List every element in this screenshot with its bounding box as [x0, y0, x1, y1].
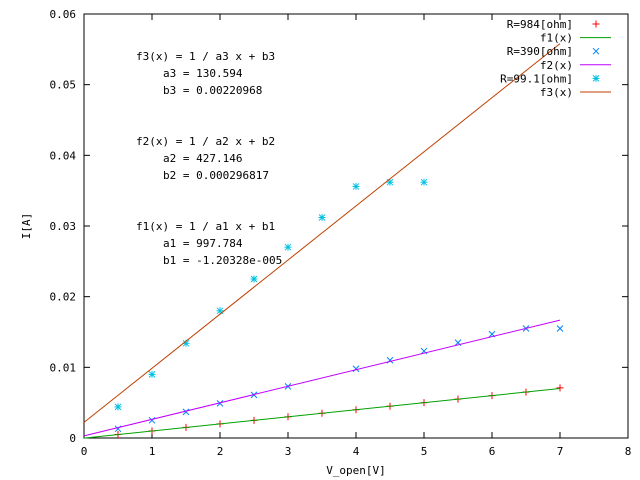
y-tick-label: 0.04 — [50, 149, 77, 162]
x-tick-label: 6 — [489, 445, 496, 458]
data-point-stroke — [216, 307, 224, 315]
fit-param-a: a3 = 130.594 — [163, 67, 243, 80]
data-point-stroke — [182, 408, 190, 416]
legend-label: R=99.1[ohm] — [500, 72, 573, 85]
fit-equation: f3(x) = 1 / a3 x + b3 — [136, 50, 275, 63]
data-point-stroke — [352, 183, 360, 190]
data-point-stroke — [556, 325, 564, 332]
data-point-stroke — [216, 400, 224, 407]
data-point-stroke — [148, 416, 156, 424]
data-point — [420, 178, 428, 186]
y-tick-label: 0.01 — [50, 361, 77, 374]
fit-param-b: b1 = -1.20328e-005 — [163, 254, 282, 267]
data-point-stroke — [182, 339, 190, 347]
data-point — [148, 416, 156, 424]
data-point-stroke — [454, 339, 462, 346]
data-point — [114, 403, 122, 411]
x-tick-label: 1 — [149, 445, 156, 458]
legend-label: R=984[ohm] — [507, 18, 573, 31]
y-tick-label: 0.05 — [50, 79, 77, 92]
fit-equation: f1(x) = 1 / a1 x + b1 — [136, 220, 275, 233]
data-point-stroke — [386, 178, 394, 186]
fit-line — [83, 43, 561, 423]
x-tick-label: 5 — [421, 445, 428, 458]
legend-marker — [592, 74, 600, 82]
legend: R=984[ohm]f1(x)R=390[ohm]f2(x)R=99.1[ohm… — [500, 18, 611, 99]
fit-line — [83, 319, 561, 437]
legend-label: f3(x) — [540, 86, 573, 99]
series-5 — [83, 43, 561, 423]
x-tick-label: 3 — [285, 445, 292, 458]
y-tick-label: 0.03 — [50, 220, 77, 233]
x-tick-label: 0 — [81, 445, 88, 458]
legend-marker-stroke — [592, 75, 600, 82]
y-tick-label: 0.06 — [50, 8, 77, 21]
series-2 — [114, 325, 564, 433]
data-point — [250, 275, 258, 283]
data-point — [556, 325, 564, 332]
series-1 — [83, 388, 561, 439]
data-point — [352, 365, 360, 373]
y-tick-label: 0.02 — [50, 291, 77, 304]
y-axis-label: I[A] — [20, 213, 33, 240]
data-point-stroke — [114, 403, 122, 411]
data-point-stroke — [318, 214, 326, 221]
fit-param-a: a2 = 427.146 — [163, 152, 242, 165]
fit-param-b: b3 = 0.00220968 — [163, 84, 262, 97]
legend-marker — [592, 47, 600, 55]
data-point-stroke — [250, 275, 258, 283]
data-point — [556, 384, 564, 392]
x-tick-label: 4 — [353, 445, 360, 458]
data-point — [284, 243, 292, 251]
series-4 — [114, 178, 428, 411]
legend-label: f1(x) — [540, 32, 573, 45]
x-axis-label: V_open[V] — [326, 464, 386, 477]
x-tick-label: 8 — [625, 445, 632, 458]
legend-marker-stroke — [592, 47, 600, 55]
chart-series — [83, 43, 564, 439]
data-point — [352, 182, 360, 190]
data-point — [386, 178, 394, 186]
fit-equation: f2(x) = 1 / a2 x + b2 — [136, 135, 275, 148]
data-point-stroke — [352, 365, 360, 373]
annotations: f3(x) = 1 / a3 x + b3 a3 = 130.594 b3 = 0.… — [136, 50, 282, 267]
data-point — [216, 307, 224, 315]
data-point-stroke — [420, 347, 428, 355]
legend-label: R=390[ohm] — [507, 45, 573, 58]
fit-line — [83, 388, 561, 439]
data-point — [148, 370, 156, 378]
data-point-stroke — [420, 178, 428, 186]
legend-marker — [592, 20, 600, 28]
data-point-stroke — [488, 330, 496, 338]
data-point — [182, 408, 190, 416]
data-point-stroke — [148, 371, 156, 378]
x-tick-label: 7 — [557, 445, 564, 458]
x-tick-label: 2 — [217, 445, 224, 458]
data-point-stroke — [284, 243, 292, 251]
fit-param-b: b2 = 0.000296817 — [163, 169, 269, 182]
y-tick-label: 0 — [69, 432, 76, 445]
data-point — [318, 214, 326, 222]
legend-label: f2(x) — [540, 59, 573, 72]
data-point — [216, 400, 224, 407]
fit-param-a: a1 = 997.784 — [163, 237, 243, 250]
series-3 — [83, 319, 561, 437]
